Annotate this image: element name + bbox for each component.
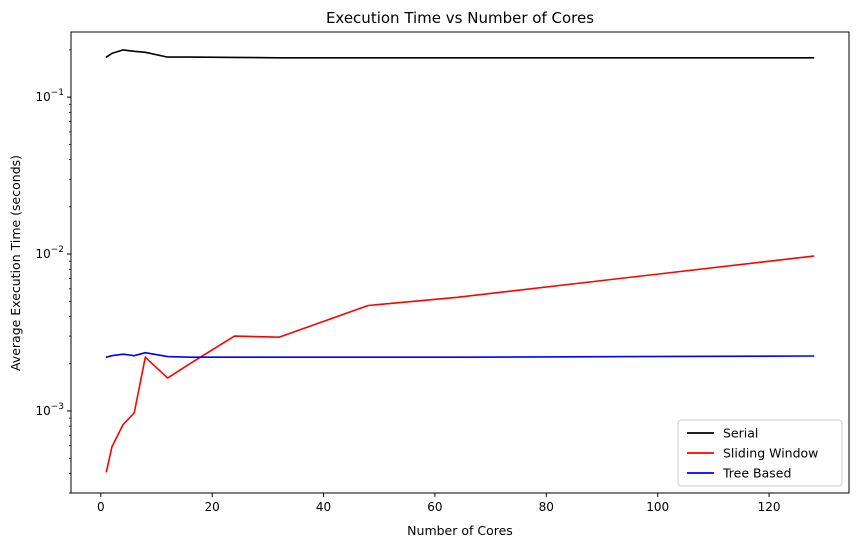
legend-label-serial: Serial	[723, 426, 758, 441]
y-axis-ticks: 10−3 10−2 10−1	[35, 49, 71, 494]
x-tick-label: 120	[758, 500, 781, 514]
x-tick-label: 100	[646, 500, 669, 514]
x-axis-ticks: 0 20 40 60 80 100 120	[97, 493, 781, 514]
y-tick-label: 10−1	[35, 88, 64, 104]
x-axis-label: Number of Cores	[407, 523, 513, 538]
legend: Serial Sliding Window Tree Based	[677, 419, 843, 487]
chart-title: Execution Time vs Number of Cores	[326, 9, 594, 27]
series-line-sliding-window	[105, 255, 815, 473]
x-tick-label: 60	[427, 500, 442, 514]
x-tick-label: 40	[316, 500, 331, 514]
series-lines	[105, 49, 815, 473]
x-tick-label: 20	[205, 500, 220, 514]
x-tick-label: 0	[97, 500, 105, 514]
y-tick-label: 10−3	[35, 402, 64, 418]
y-axis-label: Average Execution Time (seconds)	[8, 155, 23, 371]
legend-label-sliding-window: Sliding Window	[723, 446, 818, 461]
legend-box	[677, 419, 843, 487]
x-tick-label: 80	[539, 500, 554, 514]
legend-label-tree-based: Tree Based	[722, 466, 791, 481]
series-line-tree-based	[105, 351, 815, 359]
y-tick-label: 10−2	[35, 245, 64, 261]
axes-frame	[70, 31, 850, 494]
plot-area: 0 20 40 60 80 100 120 10−3 10−2 10−1	[35, 31, 850, 514]
series-line-serial	[105, 49, 815, 59]
